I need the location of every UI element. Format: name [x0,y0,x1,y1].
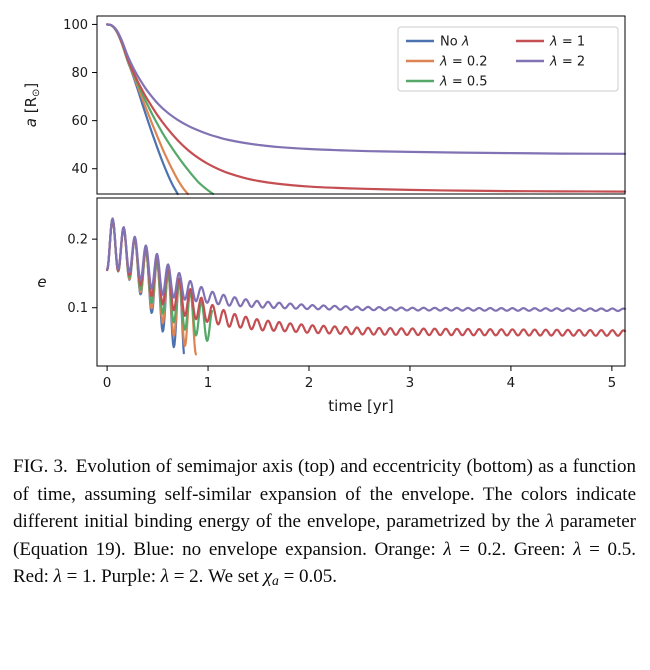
figure-caption: FIG. 3. Evolution of semimajor axis (top)… [13,453,636,591]
y-axis-label: a [R⊙] [22,83,42,128]
y-tick-label: 60 [71,114,88,129]
axes-frame [96,197,626,367]
subplot-1: 0.1 0.2 0 1 2 3 4 5 time [yr] e [37,197,627,415]
y-tick-label: 0.2 [67,233,88,248]
series-line-λ = 1 [106,23,627,193]
caption-segment: parameter (Equation 19). Blue: no envelo… [13,511,636,560]
x-tick-label: 4 [507,375,516,391]
caption-segment: = 0.05. [278,566,338,588]
caption-segment: λ [573,538,582,560]
x-tick-label: 2 [305,375,314,391]
x-axis-label: time [yr] [328,397,393,415]
series-line-λ = 0.2 [106,23,189,196]
caption-segment: Evolution of semimajor axis (top) and ec… [13,456,636,533]
x-tick-label: 5 [608,375,617,391]
x-tick-label: 0 [103,375,112,391]
y-axis-label: e [37,273,46,291]
caption-segment: = 0.5. Red: [13,538,636,588]
legend-label: λ = 2 [549,55,585,70]
legend-label: λ = 1 [549,35,585,50]
legend: No λ λ = 0.2 λ = 0.5 λ = 1 λ = 2 [397,26,619,92]
legend-label: λ = 0.2 [439,55,488,70]
caption-segment: λ [160,566,169,588]
y-tick-label: 40 [71,162,88,177]
legend-label: λ = 0.5 [439,75,488,90]
legend-label: No λ [440,35,470,50]
axes-frame [96,15,626,195]
caption-segment: = 1. Purple: [61,566,161,588]
caption-segment: λ [53,566,62,588]
y-tick-label: 80 [71,66,88,81]
y-tick-label: 100 [63,18,88,33]
y-tick-label: 0.1 [67,301,88,316]
caption-segment: χ [263,566,272,588]
legend-box [397,26,619,92]
subplot-0: 40 60 80 100 a [R⊙] No λ λ = 0.2 λ = 0.5 λ = 1 λ … [22,15,627,196]
series-line-λ = 2 [106,23,627,155]
x-tick-label: 3 [406,375,415,391]
series-line-λ = 1 [106,218,627,337]
caption-segment: = 2. We set [168,566,264,588]
caption-segment: λ [443,538,452,560]
caption-segment: = 0.2. Green: [451,538,574,560]
x-tick-label: 1 [204,375,213,391]
caption-segment: FIG. 3. [13,456,68,477]
series-line-λ = 2 [106,217,627,313]
caption-segment: λ [545,511,555,533]
caption-segment: a [272,573,279,589]
series-line-No λ [106,23,179,196]
